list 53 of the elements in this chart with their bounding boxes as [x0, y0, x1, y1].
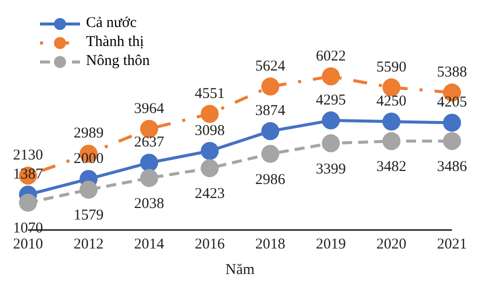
point	[443, 132, 461, 150]
x-axis-title: Năm	[225, 262, 255, 278]
data-label: 1070	[13, 220, 43, 237]
point	[322, 111, 340, 130]
data-label: 3874	[255, 103, 286, 120]
data-label: 2989	[74, 126, 104, 142]
point	[200, 159, 219, 178]
x-tick-label: 2021	[437, 236, 467, 253]
point	[382, 78, 400, 96]
legend-label: Thành thị	[86, 33, 144, 52]
point	[140, 169, 158, 188]
point	[80, 180, 98, 199]
data-label: 3399	[316, 161, 346, 178]
data-label: 2423	[194, 186, 225, 202]
data-label: 3482	[376, 159, 406, 176]
data-label: 2038	[134, 196, 164, 212]
x-tick-label: 2018	[255, 236, 286, 253]
data-label: 4551	[194, 86, 225, 102]
x-tick-label: 2016	[194, 236, 226, 253]
legend-label: Cả nước	[86, 14, 137, 33]
data-label: 3098	[194, 122, 225, 139]
legend-label: Nông thôn	[86, 52, 150, 71]
data-label: 5624	[255, 58, 286, 75]
data-label: 6022	[316, 48, 346, 64]
point	[382, 132, 400, 150]
point	[322, 134, 340, 152]
data-label: 4205	[437, 94, 467, 111]
point	[200, 142, 219, 160]
point	[322, 67, 340, 86]
data-label: 3486	[437, 159, 468, 176]
point	[261, 144, 280, 163]
x-tick-label: 2014	[134, 236, 165, 253]
x-tick-label: 2019	[316, 236, 346, 253]
point	[200, 104, 219, 123]
point	[261, 122, 280, 140]
data-label: 2986	[255, 172, 286, 188]
data-label: 2637	[134, 134, 165, 151]
x-tick-label: 2020	[376, 236, 406, 253]
point	[443, 114, 461, 132]
point	[261, 78, 280, 96]
x-tick-label: 2010	[13, 236, 43, 253]
point	[140, 120, 158, 138]
data-label: 5388	[437, 64, 467, 81]
point	[140, 154, 158, 172]
point	[382, 112, 400, 131]
data-label: 2130	[13, 148, 43, 164]
data-label: 4250	[376, 94, 406, 110]
data-label: 1579	[74, 208, 104, 224]
x-tick-label: 2012	[74, 236, 104, 253]
data-label: 4295	[316, 92, 346, 108]
point	[19, 194, 37, 212]
data-label: 5590	[376, 59, 406, 76]
data-label: 3964	[134, 100, 165, 117]
